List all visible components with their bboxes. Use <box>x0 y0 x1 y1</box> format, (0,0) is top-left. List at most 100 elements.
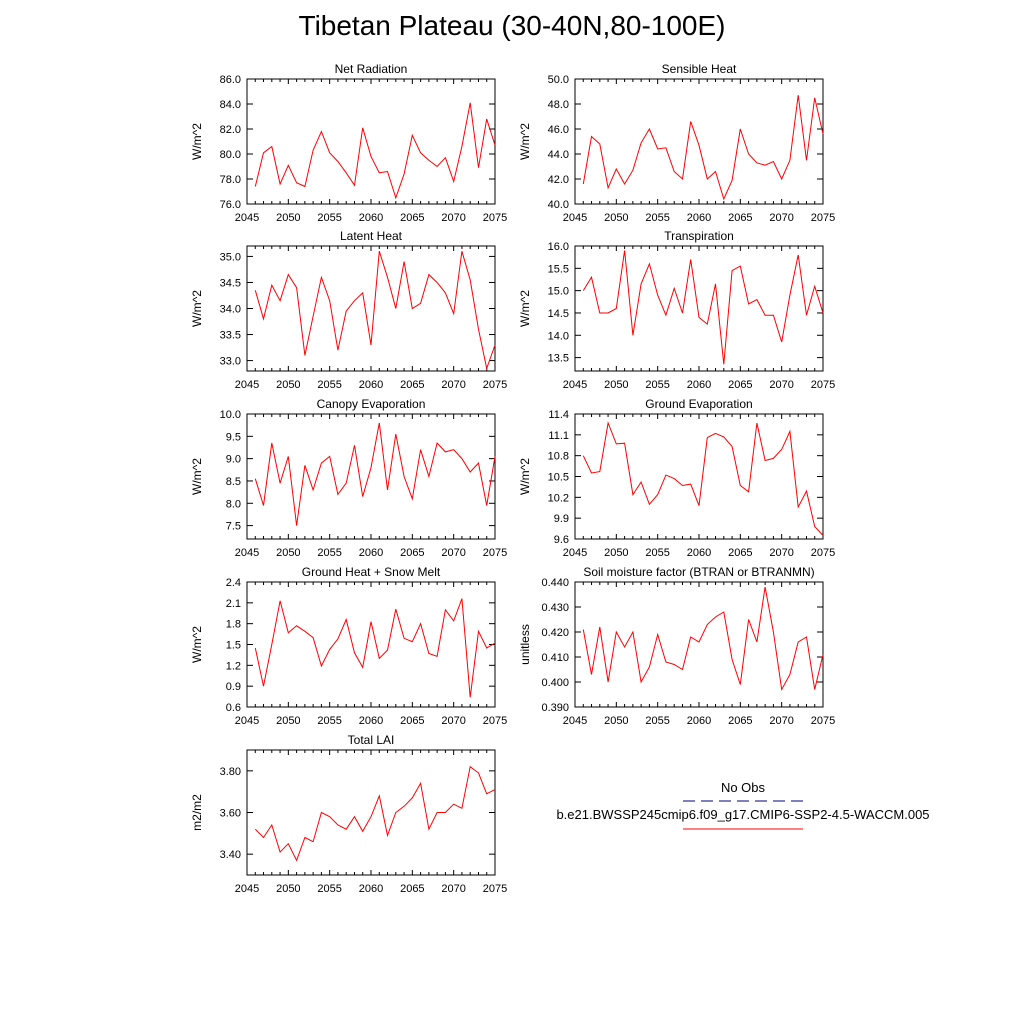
y-tick-label: 42.0 <box>548 174 569 186</box>
y-tick-label: 14.0 <box>548 330 569 342</box>
panel-title: Ground Heat + Snow Melt <box>302 565 441 579</box>
x-tick-label: 2050 <box>604 715 628 727</box>
plot-frame <box>246 78 496 205</box>
y-axis-label: W/m^2 <box>518 123 532 160</box>
plot-frame <box>246 413 496 540</box>
x-tick-label: 2065 <box>728 379 752 391</box>
figure-title: Tibetan Plateau (30-40N,80-100E) <box>298 10 726 41</box>
y-tick-label: 11.4 <box>548 409 569 421</box>
y-tick-label: 9.9 <box>554 513 569 525</box>
y-tick-label: 40.0 <box>548 199 569 211</box>
x-tick-label: 2075 <box>483 547 507 559</box>
x-tick-label: 2055 <box>317 379 341 391</box>
x-tick-label: 2075 <box>811 379 835 391</box>
plot-frame <box>246 749 496 876</box>
x-tick-label: 2075 <box>811 547 835 559</box>
x-tick-label: 2065 <box>728 547 752 559</box>
y-tick-label: 10.0 <box>220 409 241 421</box>
y-tick-label: 9.5 <box>226 431 241 443</box>
x-tick-label: 2065 <box>400 547 424 559</box>
y-tick-label: 34.5 <box>220 277 241 289</box>
y-tick-label: 1.8 <box>226 619 241 631</box>
y-tick-label: 34.0 <box>220 304 241 316</box>
y-tick-label: 1.5 <box>226 640 241 652</box>
series-line <box>582 95 824 201</box>
y-tick-label: 82.0 <box>220 124 241 136</box>
x-tick-label: 2050 <box>276 715 300 727</box>
x-tick-label: 2060 <box>359 715 383 727</box>
plot-frame <box>246 581 496 708</box>
y-tick-label: 11.1 <box>548 430 569 442</box>
panel-6: Ground Evaporation W/m^2 2045 2050 2055 2060 2… <box>518 397 835 559</box>
y-tick-label: 2.4 <box>226 577 241 589</box>
y-tick-label: 0.6 <box>226 702 241 714</box>
x-tick-label: 2050 <box>604 547 628 559</box>
y-tick-label: 46.0 <box>548 124 569 136</box>
y-tick-label: 15.0 <box>548 286 569 298</box>
y-tick-label: 0.440 <box>541 577 569 589</box>
x-tick-label: 2045 <box>563 379 587 391</box>
x-tick-label: 2070 <box>769 715 793 727</box>
y-tick-label: 80.0 <box>220 149 241 161</box>
y-tick-label: 48.0 <box>548 99 569 111</box>
y-tick-label: 2.1 <box>226 598 241 610</box>
series-line <box>582 250 824 365</box>
x-tick-label: 2050 <box>276 379 300 391</box>
y-tick-label: 10.8 <box>548 451 569 463</box>
x-tick-label: 2045 <box>235 715 259 727</box>
panel-8: Soil moisture factor (BTRAN or BTRANMN) u… <box>518 565 835 727</box>
y-tick-label: 0.9 <box>226 681 241 693</box>
x-tick-label: 2065 <box>728 715 752 727</box>
y-tick-label: 3.60 <box>220 808 241 820</box>
plot-frame <box>574 78 824 205</box>
x-tick-label: 2075 <box>483 379 507 391</box>
y-tick-label: 3.40 <box>220 849 241 861</box>
x-tick-label: 2045 <box>235 212 259 224</box>
x-tick-label: 2065 <box>400 379 424 391</box>
legend-model-label: b.e21.BWSSP245cmip6.f09_g17.CMIP6-SSP2-4… <box>556 807 930 822</box>
x-tick-label: 2060 <box>359 883 383 895</box>
x-tick-label: 2060 <box>359 212 383 224</box>
y-tick-label: 9.6 <box>554 534 569 546</box>
y-tick-label: 14.5 <box>548 308 569 320</box>
x-tick-label: 2055 <box>645 379 669 391</box>
y-tick-label: 33.5 <box>220 330 241 342</box>
y-axis-label: W/m^2 <box>190 458 204 495</box>
x-tick-label: 2055 <box>645 715 669 727</box>
y-tick-label: 10.2 <box>548 492 569 504</box>
y-tick-label: 8.0 <box>226 498 241 510</box>
panel-title: Canopy Evaporation <box>317 397 426 411</box>
panel-2: Sensible Heat W/m^2 2045 2050 2055 2060 2065 20… <box>518 62 835 224</box>
x-tick-label: 2060 <box>687 212 711 224</box>
x-tick-label: 2055 <box>317 547 341 559</box>
y-tick-label: 10.5 <box>548 472 569 484</box>
y-axis-label: W/m^2 <box>190 290 204 327</box>
x-tick-label: 2060 <box>687 379 711 391</box>
x-tick-label: 2060 <box>359 547 383 559</box>
x-tick-label: 2050 <box>604 212 628 224</box>
y-tick-label: 0.390 <box>541 702 569 714</box>
y-axis-label: unitless <box>518 624 532 665</box>
panel-7: Ground Heat + Snow Melt W/m^2 2045 2050 2055… <box>190 565 507 727</box>
x-tick-label: 2065 <box>728 212 752 224</box>
y-tick-label: 76.0 <box>220 199 241 211</box>
x-tick-label: 2050 <box>604 379 628 391</box>
x-tick-label: 2045 <box>563 547 587 559</box>
x-tick-label: 2075 <box>483 883 507 895</box>
y-axis-label: W/m^2 <box>190 123 204 160</box>
x-tick-label: 2065 <box>400 212 424 224</box>
series-line <box>254 251 496 371</box>
y-tick-label: 9.0 <box>226 454 241 466</box>
x-tick-label: 2050 <box>276 883 300 895</box>
x-tick-label: 2070 <box>769 379 793 391</box>
y-tick-label: 0.400 <box>541 677 569 689</box>
x-tick-label: 2070 <box>441 883 465 895</box>
plot-frame <box>246 245 496 372</box>
y-axis-label: W/m^2 <box>190 626 204 663</box>
y-tick-label: 1.2 <box>226 660 241 672</box>
series-line <box>254 598 496 698</box>
y-tick-label: 3.80 <box>220 766 241 778</box>
x-tick-label: 2045 <box>235 379 259 391</box>
panel-title: Net Radiation <box>335 62 408 76</box>
x-tick-label: 2055 <box>317 715 341 727</box>
